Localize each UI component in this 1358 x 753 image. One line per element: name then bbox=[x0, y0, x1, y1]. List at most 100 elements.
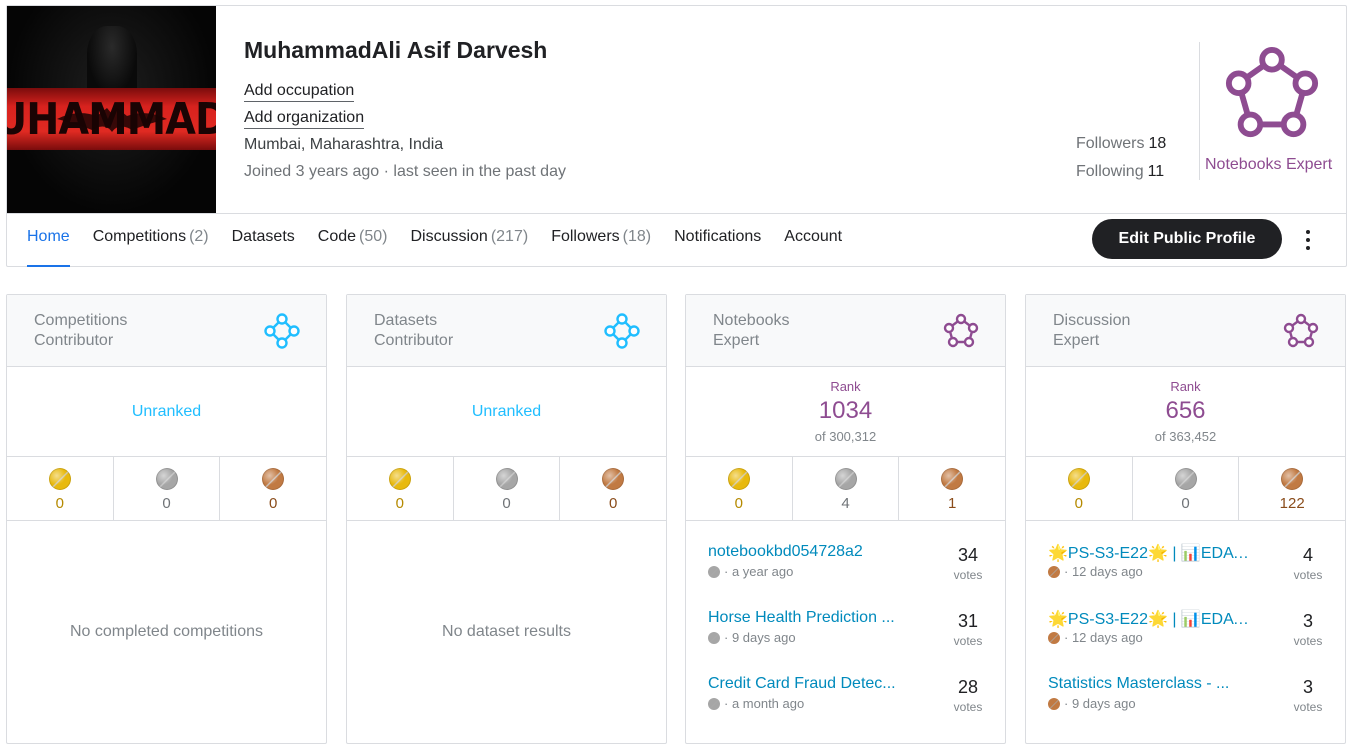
bronze-count: 0 bbox=[269, 495, 278, 512]
tab-label: Home bbox=[27, 228, 70, 245]
item-title-link[interactable]: 🌟PS-S3-E22🌟 | 📊EDA |... bbox=[1048, 611, 1253, 628]
item-title-link[interactable]: 🌟PS-S3-E22🌟 | 📊EDA |... bbox=[1048, 545, 1253, 562]
empty-message: No completed competitions bbox=[70, 623, 263, 640]
following-link[interactable]: Following 11 bbox=[1076, 163, 1164, 181]
rank-section: Unranked bbox=[7, 367, 326, 457]
rank-unranked[interactable]: Unranked bbox=[471, 403, 542, 420]
tab-label: Followers bbox=[551, 228, 620, 245]
silver-count: 0 bbox=[162, 495, 171, 512]
followers-count: 18 bbox=[1148, 135, 1167, 152]
gold-medal-cell: 0 bbox=[1026, 457, 1133, 520]
gold-medal-icon bbox=[48, 468, 71, 490]
contributor-icon bbox=[604, 313, 640, 349]
empty-message: No dataset results bbox=[442, 623, 571, 640]
item-votes: 34 bbox=[957, 545, 979, 565]
profile-avatar[interactable]: UHAMMAD A bbox=[7, 6, 216, 214]
item-title-link[interactable]: Statistics Masterclass - ... bbox=[1048, 675, 1230, 692]
tab-count: (50) bbox=[359, 228, 388, 245]
item-time: · 12 days ago bbox=[1064, 630, 1143, 645]
rank-section: Rank 1034 of 300,312 bbox=[686, 367, 1005, 457]
tab-home[interactable]: Home bbox=[27, 228, 70, 267]
bronze-count: 0 bbox=[609, 495, 618, 512]
bat-logo-icon bbox=[57, 108, 167, 132]
datasets-card: Datasets Contributor Unranked 0 0 0 No d… bbox=[346, 294, 667, 744]
silver-count: 0 bbox=[502, 495, 511, 512]
expert-icon bbox=[943, 313, 979, 348]
tab-competitions[interactable]: Competitions (2) bbox=[93, 228, 209, 264]
gold-count: 0 bbox=[55, 495, 64, 512]
silver-medal-icon bbox=[834, 468, 857, 490]
item-votes: 31 bbox=[957, 611, 979, 631]
item-title-link[interactable]: Horse Health Prediction ... bbox=[708, 609, 895, 626]
medal-counts: 0 0 0 bbox=[347, 457, 666, 521]
item-meta: · 9 days ago bbox=[1048, 696, 1136, 711]
votes-label: votes bbox=[953, 634, 983, 648]
bronze-medal-cell: 1 bbox=[899, 457, 1005, 520]
rank-section: Rank 656 of 363,452 bbox=[1026, 367, 1345, 457]
following-label: Following bbox=[1076, 163, 1144, 180]
contributor-icon bbox=[264, 313, 300, 349]
rank-total: of 363,452 bbox=[1154, 429, 1217, 444]
add-organization-link[interactable]: Add organization bbox=[244, 109, 365, 129]
tab-discussion[interactable]: Discussion (217) bbox=[410, 228, 528, 264]
rank-label: Rank bbox=[830, 379, 861, 394]
silver-count: 0 bbox=[1181, 495, 1190, 512]
profile-header: UHAMMAD A MuhammadAli Asif Darvesh Add o… bbox=[6, 5, 1347, 267]
rank-number[interactable]: 1034 bbox=[818, 397, 873, 424]
tab-count: (18) bbox=[622, 228, 652, 245]
tab-label: Code bbox=[317, 228, 357, 245]
add-occupation-link[interactable]: Add occupation bbox=[244, 82, 355, 102]
tab-datasets[interactable]: Datasets bbox=[232, 228, 295, 264]
bronze-medal-icon bbox=[941, 468, 964, 490]
more-options-icon[interactable] bbox=[1300, 227, 1316, 253]
item-votes: 3 bbox=[1302, 677, 1313, 697]
discussion-card: Discussion Expert Rank 656 of 363,452 0 … bbox=[1025, 294, 1346, 744]
card-header: Discussion Expert bbox=[1026, 295, 1345, 367]
silver-medal-cell: 4 bbox=[793, 457, 900, 520]
votes-label: votes bbox=[953, 568, 983, 582]
item-title-link[interactable]: Credit Card Fraud Detec... bbox=[708, 675, 896, 692]
list-item: notebookbd054728a2 · a year ago 34 votes bbox=[708, 543, 988, 593]
bronze-medal-icon bbox=[1048, 697, 1060, 710]
item-votes: 3 bbox=[1302, 611, 1313, 631]
tabs-divider bbox=[7, 213, 1346, 214]
silver-medal-icon bbox=[708, 565, 720, 578]
bronze-medal-icon bbox=[1281, 468, 1304, 490]
list-item: Credit Card Fraud Detec... · a month ago… bbox=[708, 675, 988, 725]
tab-account[interactable]: Account bbox=[784, 228, 842, 264]
silver-medal-cell: 0 bbox=[454, 457, 561, 520]
medal-counts: 0 4 1 bbox=[686, 457, 1005, 521]
item-meta: · a month ago bbox=[708, 696, 804, 711]
profile-name: MuhammadAli Asif Darvesh bbox=[244, 37, 548, 63]
votes-label: votes bbox=[953, 700, 983, 714]
item-time: · a month ago bbox=[724, 696, 805, 711]
rank-unranked[interactable]: Unranked bbox=[131, 403, 202, 420]
gold-count: 0 bbox=[734, 495, 743, 512]
tab-notifications[interactable]: Notifications bbox=[674, 228, 761, 264]
bronze-medal-cell: 0 bbox=[560, 457, 666, 520]
followers-link[interactable]: Followers 18 bbox=[1076, 135, 1166, 153]
rank-number[interactable]: 656 bbox=[1165, 397, 1206, 424]
expert-icon bbox=[1283, 313, 1319, 348]
item-meta: · 12 days ago bbox=[1048, 564, 1143, 579]
rank-total: of 300,312 bbox=[814, 429, 877, 444]
card-title: Competitions Contributor bbox=[34, 312, 128, 349]
tab-label: Competitions bbox=[92, 228, 187, 245]
rank-section: Unranked bbox=[347, 367, 666, 457]
competitions-card: Competitions Contributor Unranked 0 0 0 … bbox=[6, 294, 327, 744]
medal-counts: 0 0 0 bbox=[7, 457, 326, 521]
tab-label: Account bbox=[784, 228, 843, 245]
item-time: · 9 days ago bbox=[724, 630, 796, 645]
edit-public-profile-button[interactable]: Edit Public Profile bbox=[1092, 219, 1282, 259]
card-title: Datasets Contributor bbox=[374, 312, 454, 349]
item-title-link[interactable]: notebookbd054728a2 bbox=[708, 543, 863, 560]
gold-medal-icon bbox=[727, 468, 750, 490]
item-meta: · 12 days ago bbox=[1048, 630, 1143, 645]
tab-code[interactable]: Code (50) bbox=[318, 228, 388, 264]
bronze-medal-icon bbox=[602, 468, 625, 490]
card-header: Competitions Contributor bbox=[7, 295, 326, 367]
bronze-count: 122 bbox=[1279, 495, 1305, 512]
tab-label: Notifications bbox=[674, 228, 762, 245]
tab-followers[interactable]: Followers (18) bbox=[551, 228, 651, 264]
votes-label: votes bbox=[1293, 568, 1323, 582]
